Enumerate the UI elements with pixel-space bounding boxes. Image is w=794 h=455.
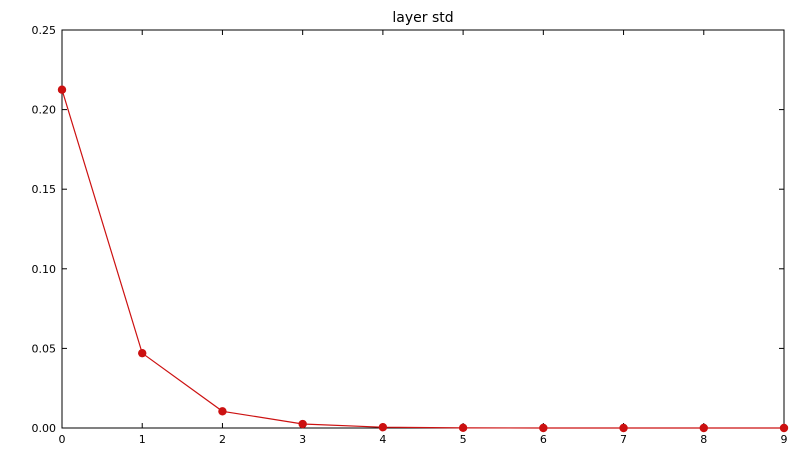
data-point-0	[57, 85, 67, 94]
data-point-3	[298, 419, 307, 429]
x-tick-label: 9	[781, 433, 788, 446]
y-axis: 0.00 0.05 0.10 0.15 0.20 0.25	[32, 24, 784, 435]
x-tick-label: 0	[59, 433, 66, 446]
y-tick-label: 0.15	[32, 183, 57, 196]
data-point-7	[619, 423, 628, 433]
series-layer-std	[57, 85, 789, 433]
x-tick-label: 8	[700, 433, 707, 446]
x-axis: 0 1 2 3 4 5 6 7 8 9	[59, 30, 788, 446]
data-point-1	[138, 348, 147, 358]
chart-title: layer std	[392, 10, 453, 26]
y-tick-label: 0.00	[32, 422, 57, 435]
data-point-2	[218, 407, 227, 416]
data-point-9	[779, 423, 789, 433]
x-tick-label: 7	[620, 433, 627, 446]
data-point-4	[378, 423, 388, 432]
data-point-8	[699, 423, 708, 433]
series-line	[61, 89, 784, 429]
plot-frame	[61, 29, 785, 429]
y-tick-label: 0.25	[32, 24, 57, 37]
x-tick-label: 4	[379, 433, 386, 446]
y-tick-label: 0.20	[32, 104, 57, 117]
y-tick-label: 0.10	[32, 263, 57, 276]
x-tick-label: 1	[139, 433, 146, 446]
data-point-6	[539, 423, 548, 433]
y-tick-label: 0.05	[32, 342, 57, 355]
x-tick-label: 3	[299, 433, 306, 446]
x-tick-label: 5	[460, 433, 467, 446]
data-point-5	[458, 423, 468, 433]
x-tick-label: 6	[540, 433, 547, 446]
x-tick-label: 2	[219, 433, 226, 446]
